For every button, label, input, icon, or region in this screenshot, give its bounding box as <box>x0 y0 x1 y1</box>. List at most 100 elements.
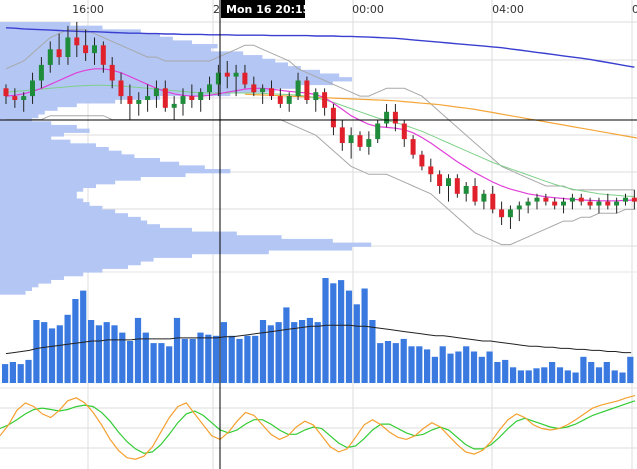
volume-bar <box>369 320 376 383</box>
volume-bar <box>72 299 79 383</box>
volume-bar <box>510 367 517 384</box>
candle-body <box>348 135 354 143</box>
candle-body <box>472 186 478 202</box>
volume-profile-bar <box>0 242 372 247</box>
candle-body <box>507 209 513 218</box>
volume-profile-bar <box>0 235 282 240</box>
volume-bar <box>181 338 188 383</box>
volume-bar <box>478 356 485 384</box>
candle-body <box>74 37 80 46</box>
volume-bar <box>377 343 384 383</box>
volume-profile-bar <box>0 202 90 207</box>
volume-bar <box>173 317 181 383</box>
volume-bar <box>338 280 345 383</box>
volume-pane[interactable] <box>2 278 634 384</box>
volume-profile-bar <box>0 36 173 41</box>
volume-bar <box>25 359 32 383</box>
volume-bar <box>564 370 571 383</box>
time-axis: 16:00 2 00:00 04:00 0 <box>72 3 637 16</box>
candle-body <box>136 100 142 104</box>
volume-profile-bar <box>0 121 52 126</box>
volume-bar <box>88 320 95 383</box>
candle-body <box>109 64 115 81</box>
volume-profile-bar <box>0 51 244 56</box>
volume-bar <box>127 341 134 383</box>
volume-profile-bar <box>0 165 205 170</box>
volume-profile-bar <box>0 224 160 229</box>
volume-profile-bar <box>0 150 122 155</box>
volume-profile-bar <box>0 194 77 200</box>
volume-profile-bar <box>0 216 141 222</box>
candle-body <box>330 107 336 128</box>
oscillator-slow-line <box>0 400 636 454</box>
volume-profile-bar <box>0 128 90 133</box>
volume-bar <box>431 356 439 384</box>
volume-bar <box>541 367 548 384</box>
bollinger-upper-line <box>5 29 635 191</box>
candle-body <box>623 197 628 202</box>
volume-bar <box>330 283 337 384</box>
candle-body <box>454 178 460 194</box>
volume-profile-bar <box>0 69 320 75</box>
time-label-edge: 0 <box>632 3 637 16</box>
volume-bar <box>549 362 556 383</box>
time-label-0000: 00:00 <box>352 3 384 16</box>
candle-body <box>339 127 345 143</box>
volume-bar <box>150 343 157 383</box>
volume-profile-bar <box>0 95 160 100</box>
volume-profile-bar <box>0 283 39 288</box>
candle-body <box>277 96 283 104</box>
candle-body <box>605 201 611 206</box>
volume-bar <box>322 278 329 383</box>
volume-bar <box>533 368 540 383</box>
volume-profile-bar <box>0 91 231 97</box>
oscillator-pane[interactable] <box>0 395 636 460</box>
volume-bar <box>64 314 71 384</box>
volume-profile-bar <box>0 286 32 291</box>
volume-bar <box>619 372 626 383</box>
candle-body <box>295 80 301 97</box>
volume-profile-bar <box>0 220 148 225</box>
volume-bar <box>556 367 564 384</box>
volume-profile-bar <box>0 40 192 45</box>
volume-bar <box>627 356 634 384</box>
candle-body <box>375 123 381 140</box>
candle-body <box>463 186 469 194</box>
volume-bar <box>384 341 392 383</box>
volume-bar <box>580 356 587 384</box>
volume-moving-average-line <box>5 324 632 355</box>
volume-bar <box>236 338 243 383</box>
volume-bar <box>259 320 267 383</box>
price-pane[interactable] <box>0 21 637 295</box>
volume-profile-bar <box>0 249 269 255</box>
volume-bar <box>314 322 321 383</box>
volume-bar <box>392 343 399 383</box>
candle-body <box>366 139 372 147</box>
candle-body <box>384 111 390 124</box>
volume-bar <box>455 351 462 383</box>
candle-body <box>233 72 239 77</box>
crosshair-time-label: Mon 16 20:15 <box>226 3 310 16</box>
moving-average-slow-line <box>5 27 635 68</box>
candle-body <box>587 201 593 206</box>
candle-body <box>38 64 44 81</box>
candle-body <box>56 49 62 58</box>
volume-profile-bar <box>0 191 77 196</box>
volume-profile-bar <box>0 73 340 78</box>
volume-profile-bar <box>0 253 192 258</box>
volume-bar <box>48 328 56 383</box>
candle-body <box>410 139 416 155</box>
candle-body <box>428 166 434 175</box>
volume-profile-bar <box>0 257 154 262</box>
candle-body <box>614 201 620 206</box>
candle-body <box>481 193 487 202</box>
volume-profile-bar <box>0 246 352 251</box>
volume-bar <box>9 362 17 383</box>
volume-bar <box>2 364 9 383</box>
volume-profile-bar <box>0 154 135 159</box>
volume-bar <box>228 335 235 384</box>
volume-profile-bar <box>0 132 64 137</box>
volume-profile-bar <box>0 176 141 181</box>
